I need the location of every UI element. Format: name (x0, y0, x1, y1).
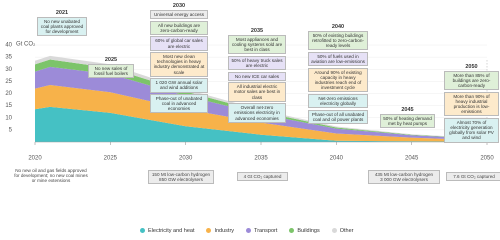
milestone-box: Net-zero emissions electricity globally (308, 93, 368, 109)
legend-swatch (289, 228, 295, 233)
legend-label: Industry (214, 228, 235, 234)
milestone-box: More than 85% of buildings are zero-carb… (444, 71, 499, 91)
area (35, 85, 487, 142)
note-line: 850 GW electrolysers (159, 177, 203, 183)
milestone-box: Almost 70% of electricity generation glo… (444, 117, 499, 143)
y-tick-label: 40 (5, 43, 12, 49)
y-axis-label: Gt CO₂ (16, 42, 36, 48)
milestone-column: 2045 50% of heating demand met by heat pu… (380, 107, 435, 130)
area (35, 66, 487, 141)
milestone-box: Overall net-zero emissions electricity i… (228, 103, 286, 123)
milestone-box: More than 90% of heavy industrial produc… (444, 91, 499, 117)
milestone-box: 50% of fuels used in aviation are low-em… (308, 51, 368, 67)
y-tick-label: 5 (9, 127, 13, 133)
note: No new oil and gas fields approved for d… (12, 168, 90, 183)
legend-swatch (331, 228, 337, 233)
milestone-box: Universal energy access (150, 10, 208, 20)
x-tick-label: 2045 (405, 156, 419, 162)
milestone-year: 2025 (104, 57, 118, 63)
legend-item: Transport (246, 228, 277, 234)
milestone-box: Around 90% of existing capacity in heavy… (308, 67, 368, 93)
note-line: 4 Gt CO₂ captured (243, 174, 282, 179)
x-tick-label: 2020 (28, 156, 42, 162)
milestone-box: Phase-out of all unabated coal and oil p… (308, 109, 368, 124)
milestone-box: No new ICE car sales (228, 71, 286, 81)
milestone-box: Most new clean technologies in heavy ind… (150, 52, 208, 77)
milestone-box: All new buildings are zero-carbon-ready (150, 20, 208, 35)
note-line: 150 Mt low-carbon hydrogen (151, 172, 211, 177)
milestone-box: All industrial electric motor sales are … (228, 82, 286, 102)
milestone-box: 50% of existing buildings retrofitted to… (308, 31, 368, 51)
y-tick-label: 25 (5, 79, 12, 85)
x-tick-label: 2030 (179, 156, 193, 162)
area (35, 59, 487, 139)
milestone-column: 2021 No new unabated coal plants approved… (37, 10, 87, 38)
y-tick-label: 10 (5, 115, 12, 121)
legend: Electricity and heat Industry Transport Bui… (140, 228, 353, 234)
note: 7.6 Gt CO₂ captured (446, 172, 500, 182)
legend-item: Buildings (289, 228, 320, 234)
y-tick-label: 35 (5, 55, 12, 61)
x-tick-label: 2025 (104, 156, 118, 162)
note: 150 Mt low-carbon hydrogen 850 GW electro… (148, 170, 214, 185)
y-tick-label: 30 (5, 67, 12, 73)
milestone-column: 2040 50% of existing buildings retrofitte… (308, 24, 368, 125)
legend-label: Transport (254, 228, 278, 234)
note-line: 7.6 Gt CO₂ captured (453, 174, 495, 179)
note-line: 435 Mt low-carbon hydrogen (374, 172, 434, 177)
area (35, 106, 487, 142)
milestone-year: 2045 (401, 107, 414, 113)
milestone-box: Most appliances and cooling systems sold… (228, 35, 286, 55)
note: 4 Gt CO₂ captured (237, 172, 288, 182)
milestone-box: Phase-out of unabated coal in advanced e… (150, 94, 208, 114)
milestone-year: 2050 (465, 64, 478, 70)
milestone-year: 2040 (331, 24, 345, 30)
x-tick-label: 2035 (254, 156, 268, 162)
legend-item: Industry (206, 228, 234, 234)
milestone-box: 50% of heating demand met by heat pumps (380, 114, 435, 129)
milestone-box: 60% of global car sales are electric (150, 36, 208, 51)
milestone-column: 2025 No new sales of fossil fuel boilers (88, 57, 134, 80)
milestone-column: 2035 Most appliances and cooling systems … (228, 28, 286, 124)
legend-swatch (206, 228, 212, 233)
milestone-column: 2030 Universal energy access All new build… (150, 3, 208, 115)
x-tick-label: 2050 (480, 156, 494, 162)
milestone-column: 2050 More than 85% of buildings are zero-… (444, 64, 499, 144)
note: 435 Mt low-carbon hydrogen 3 000 GW elect… (368, 170, 440, 185)
note-line: 3 000 GW electrolysers (380, 177, 428, 183)
milestone-box: No new unabated coal plants approved for… (37, 17, 87, 37)
y-tick-label: 15 (5, 103, 12, 109)
milestone-year: 2035 (250, 28, 264, 34)
milestone-box: No new sales of fossil fuel boilers (88, 64, 134, 79)
legend-item: Electricity and heat (140, 228, 194, 234)
y-tick-label: 20 (5, 91, 12, 97)
legend-swatch (140, 228, 145, 233)
legend-swatch (246, 228, 252, 233)
legend-label: Buildings (297, 228, 320, 234)
legend-item: Other (331, 228, 354, 234)
note-line: No new oil and gas fields approved for d… (14, 168, 88, 184)
milestone-year: 2030 (172, 3, 186, 9)
milestone-box: 50% of heavy truck sales are electric (228, 55, 286, 71)
x-tick-label: 2040 (330, 156, 344, 162)
milestone-year: 2021 (55, 10, 69, 16)
legend-label: Electricity and heat (148, 228, 195, 234)
legend-label: Other (339, 228, 354, 234)
milestone-box: 1 020 GW annual solar and wind additions (150, 78, 208, 93)
